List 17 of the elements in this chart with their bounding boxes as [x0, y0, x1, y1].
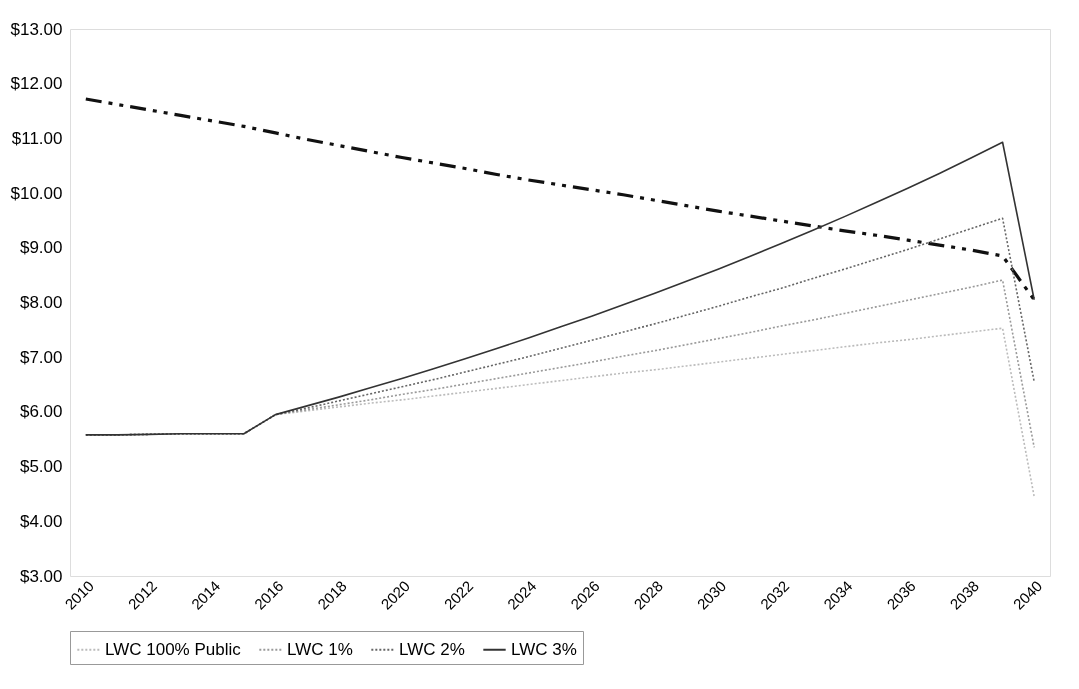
- y-tick-label: $5.00: [19, 457, 63, 477]
- y-tick-label: $13.00: [10, 19, 63, 39]
- y-tick-label: $12.00: [10, 74, 63, 94]
- y-tick-label: $4.00: [19, 511, 63, 531]
- line-series: [85, 141, 1035, 436]
- y-tick-label: $9.00: [19, 238, 63, 258]
- legend-label: LWC 3%: [511, 639, 577, 659]
- legend-label: LWC 2%: [399, 639, 465, 659]
- y-tick-label: $6.00: [19, 402, 63, 422]
- y-tick-label: $11.00: [11, 128, 63, 148]
- legend-label: LWC 100% Public: [105, 639, 242, 659]
- y-tick-label: $7.00: [19, 347, 63, 367]
- legend-label: LWC 1%: [287, 639, 353, 659]
- y-tick-label: $8.00: [19, 293, 63, 312]
- line-series: [84, 97, 1036, 302]
- y-tick-label: $10.00: [10, 183, 63, 203]
- y-tick-label: $3.00: [19, 566, 63, 586]
